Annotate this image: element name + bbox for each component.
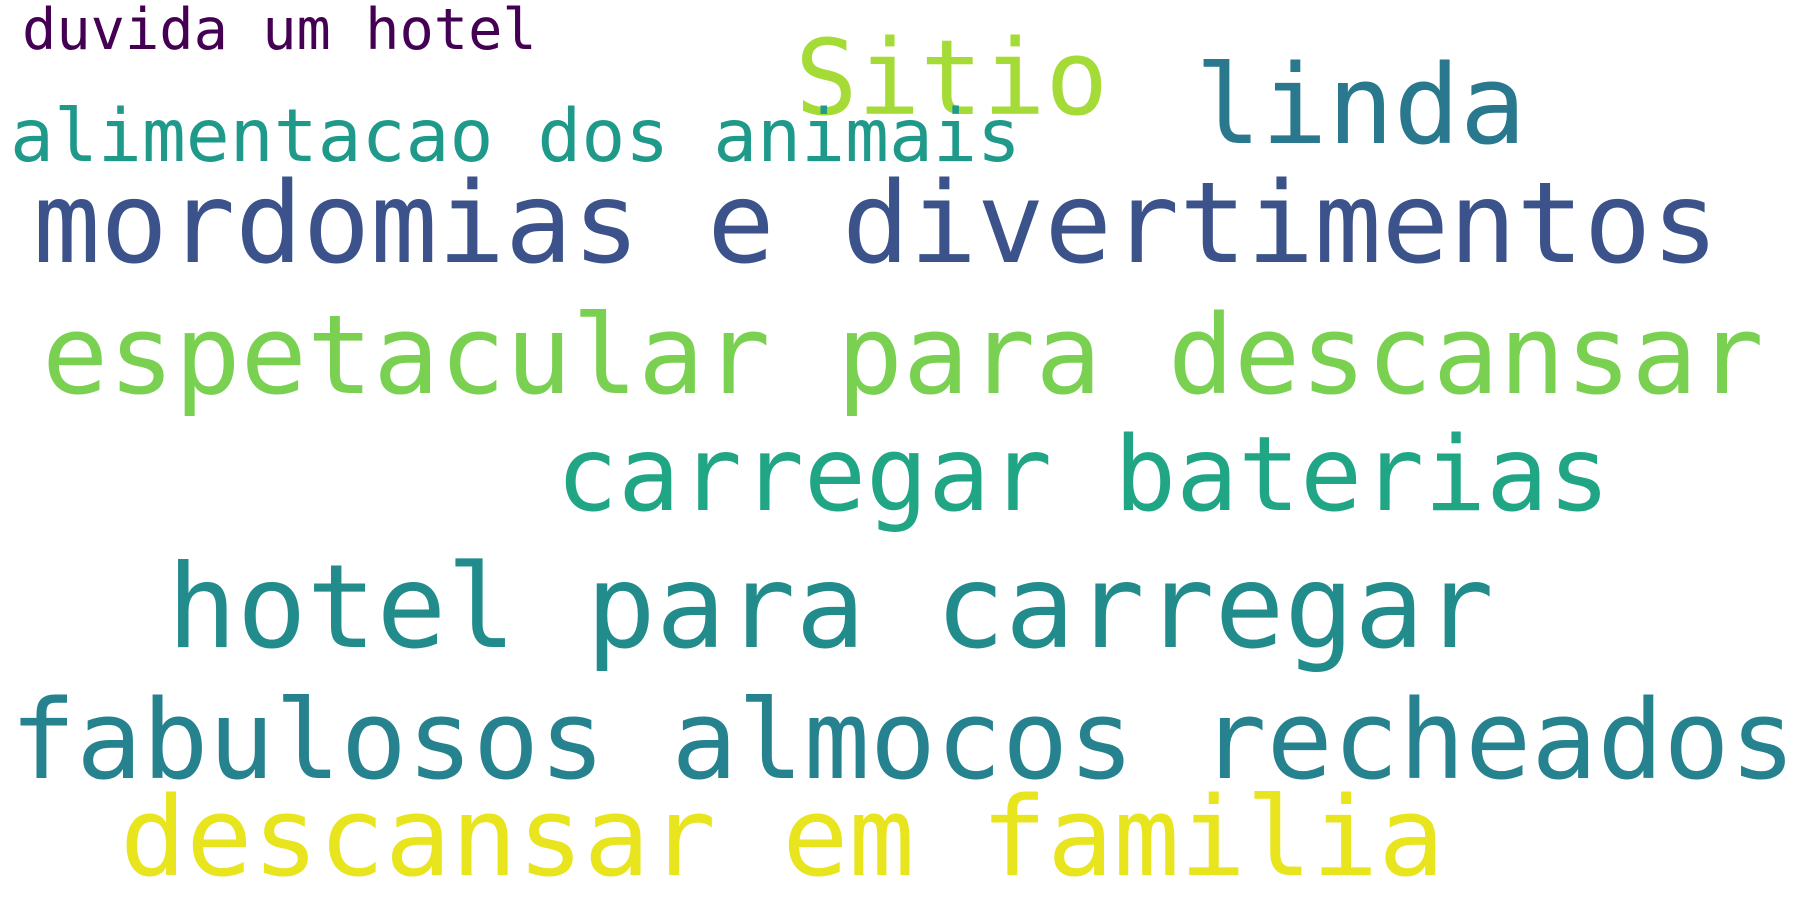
word-duvida-um-hotel: duvida um hotel: [22, 0, 537, 63]
word-mordomias-e-divertimentos: mordomias e divertimentos: [33, 159, 1719, 289]
word-carregar-baterias: carregar baterias: [556, 415, 1611, 535]
word-espetacular-para-descansar: espetacular para descansar: [42, 291, 1764, 419]
word-descansar-em-familia: descansar em familia: [120, 773, 1445, 900]
word-linda: linda: [1195, 41, 1527, 169]
word-sitio: Sitio: [795, 17, 1109, 139]
word-fabulosos-almocos-recheados: fabulosos almocos recheados: [10, 676, 1796, 804]
word-alimentacao-dos-animais: alimentacao dos animais: [10, 94, 1021, 179]
word-hotel-para-carregar: hotel para carregar: [167, 540, 1494, 675]
